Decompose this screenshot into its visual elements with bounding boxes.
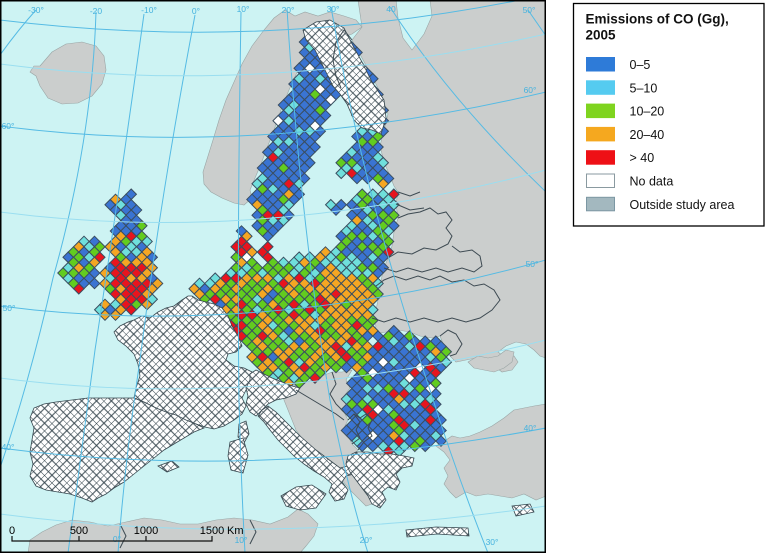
svg-text:0: 0 — [9, 525, 15, 537]
svg-text:30°: 30° — [486, 537, 499, 547]
svg-text:1000: 1000 — [134, 525, 158, 537]
svg-text:20–40: 20–40 — [630, 128, 665, 142]
svg-text:20°: 20° — [360, 535, 373, 545]
svg-text:5–10: 5–10 — [630, 81, 658, 95]
svg-text:2005: 2005 — [586, 28, 617, 43]
svg-text:60°: 60° — [524, 85, 537, 95]
svg-text:10°: 10° — [237, 4, 250, 14]
svg-text:Km: Km — [227, 525, 244, 537]
svg-text:10–20: 10–20 — [630, 105, 665, 119]
svg-text:0°: 0° — [192, 6, 200, 16]
svg-text:0°: 0° — [113, 534, 121, 544]
svg-text:60°: 60° — [2, 121, 15, 131]
svg-text:-10°: -10° — [141, 5, 157, 15]
svg-text:30°: 30° — [327, 4, 340, 14]
svg-text:Outside study area: Outside study area — [630, 198, 735, 212]
svg-text:50°: 50° — [3, 303, 16, 313]
svg-text:1500: 1500 — [200, 525, 224, 537]
svg-text:40°: 40° — [2, 442, 15, 452]
svg-text:40°: 40° — [524, 423, 537, 433]
svg-text:40: 40 — [386, 4, 396, 14]
svg-text:20°: 20° — [282, 5, 295, 15]
svg-text:> 40: > 40 — [630, 151, 655, 165]
svg-text:-20: -20 — [90, 6, 103, 16]
svg-text:No data: No data — [630, 175, 674, 189]
svg-text:50°: 50° — [523, 5, 536, 15]
svg-text:Emissions of CO (Gg),: Emissions of CO (Gg), — [586, 12, 729, 27]
svg-text:-30°: -30° — [28, 5, 44, 15]
svg-text:50°: 50° — [526, 259, 539, 269]
svg-text:500: 500 — [70, 525, 88, 537]
svg-text:10°: 10° — [235, 535, 248, 545]
svg-text:0–5: 0–5 — [630, 58, 651, 72]
